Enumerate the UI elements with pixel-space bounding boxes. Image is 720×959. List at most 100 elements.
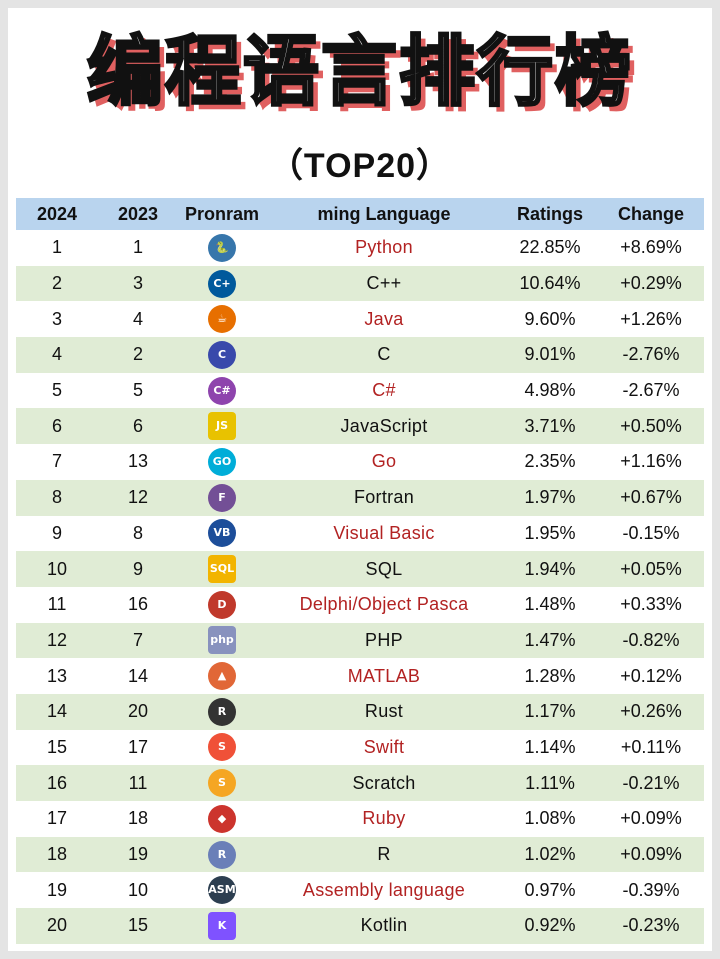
table-row: 1 1 🐍 Python 22.85% +8.69% bbox=[16, 230, 704, 266]
assembly-icon: ASM bbox=[208, 876, 236, 905]
language-icon-cell: ☕ bbox=[178, 301, 266, 337]
rank-2024: 5 bbox=[51, 380, 62, 401]
ranking-table: 2024 2023 Pronram ming Language Ratings … bbox=[16, 198, 704, 944]
table-row: 9 8 VB Visual Basic 1.95% -0.15% bbox=[16, 515, 704, 552]
rank-2023: 2 bbox=[132, 344, 143, 365]
rank-2023: 15 bbox=[127, 915, 149, 936]
rank-2024: 12 bbox=[46, 629, 68, 650]
rank-2024: 4 bbox=[51, 344, 62, 365]
language-icon-cell: C# bbox=[178, 373, 266, 409]
language-name: Visual Basic bbox=[333, 522, 435, 543]
language-icon-cell: SQL bbox=[178, 551, 266, 587]
language-icon-cell: S bbox=[178, 765, 266, 801]
change-value: +1.26% bbox=[620, 308, 682, 329]
rank-2024: 16 bbox=[46, 772, 68, 793]
table-row: 11 16 D Delphi/Object Pasca 1.48% +0.33% bbox=[16, 586, 704, 623]
rating-value: 1.97% bbox=[524, 487, 576, 508]
language-name: Fortran bbox=[353, 487, 415, 508]
rank-2023: 6 bbox=[132, 415, 143, 436]
header-change: Change bbox=[617, 203, 684, 224]
language-name: Delphi/Object Pasca bbox=[299, 594, 469, 615]
header-ratings: Ratings bbox=[516, 203, 583, 224]
table-row: 13 14 ▲ MATLAB 1.28% +0.12% bbox=[16, 658, 704, 694]
rank-2024: 18 bbox=[46, 844, 68, 865]
language-name: Java bbox=[364, 308, 404, 329]
rank-2023: 17 bbox=[127, 736, 149, 757]
rating-value: 0.92% bbox=[524, 915, 576, 936]
language-name: Go bbox=[371, 451, 397, 472]
language-icon-cell: ◆ bbox=[178, 801, 266, 837]
kotlin-icon: K bbox=[208, 911, 236, 940]
table-row: 10 9 SQL SQL 1.94% +0.05% bbox=[16, 551, 704, 587]
rank-2023: 18 bbox=[127, 808, 149, 829]
rating-value: 22.85% bbox=[519, 237, 581, 258]
language-name: C# bbox=[372, 380, 396, 401]
table-row: 20 15 K Kotlin 0.92% -0.23% bbox=[16, 908, 704, 944]
rating-value: 9.01% bbox=[524, 344, 576, 365]
cpp-icon: C+ bbox=[208, 269, 236, 298]
rank-2023: 9 bbox=[132, 558, 143, 579]
language-name: Python bbox=[355, 237, 413, 258]
language-name: MATLAB bbox=[347, 665, 421, 686]
change-value: +0.67% bbox=[620, 487, 682, 508]
language-icon-cell: K bbox=[178, 908, 266, 944]
header-2023: 2023 bbox=[117, 203, 159, 224]
rating-value: 1.08% bbox=[524, 808, 576, 829]
delphi-icon: D bbox=[208, 590, 236, 619]
language-name: SQL bbox=[365, 558, 403, 579]
language-icon-cell: php bbox=[178, 623, 266, 659]
language-icon-cell: C bbox=[178, 337, 266, 373]
swift-icon: S bbox=[208, 733, 236, 762]
language-icon-cell: GO bbox=[178, 444, 266, 480]
language-icon-cell: VB bbox=[178, 516, 266, 552]
fortran-icon: F bbox=[208, 483, 236, 512]
table-row: 19 10 ASM Assembly language 0.97% -0.39% bbox=[16, 872, 704, 909]
language-icon-cell: ASM bbox=[178, 872, 266, 908]
table-row: 8 12 F Fortran 1.97% +0.67% bbox=[16, 479, 704, 516]
header-2024: 2024 bbox=[36, 203, 78, 224]
visual-basic-icon: VB bbox=[208, 519, 236, 548]
change-value: -0.23% bbox=[622, 915, 680, 936]
language-name: R bbox=[377, 844, 391, 865]
rank-2024: 13 bbox=[46, 665, 68, 686]
rank-2024: 20 bbox=[46, 915, 68, 936]
language-icon-cell: C+ bbox=[178, 266, 266, 302]
sql-icon: SQL bbox=[208, 555, 236, 584]
table-row: 3 4 ☕ Java 9.60% +1.26% bbox=[16, 301, 704, 338]
language-name: Scratch bbox=[352, 772, 416, 793]
language-icon-cell: R bbox=[178, 837, 266, 873]
change-value: +0.09% bbox=[620, 844, 682, 865]
rating-value: 3.71% bbox=[524, 415, 576, 436]
table-row: 6 6 JS JavaScript 3.71% +0.50% bbox=[16, 408, 704, 445]
table-row: 2 3 C+ C++ 10.64% +0.29% bbox=[16, 265, 704, 302]
language-name: Swift bbox=[363, 736, 405, 757]
java-icon: ☕ bbox=[208, 305, 236, 334]
rank-2024: 1 bbox=[51, 237, 62, 258]
python-icon: 🐍 bbox=[208, 233, 236, 262]
rank-2023: 12 bbox=[127, 487, 149, 508]
rating-value: 2.35% bbox=[524, 451, 576, 472]
matlab-icon: ▲ bbox=[208, 662, 236, 691]
change-value: -0.15% bbox=[622, 522, 680, 543]
rank-2024: 10 bbox=[46, 558, 68, 579]
rank-2023: 20 bbox=[127, 701, 149, 722]
change-value: +0.29% bbox=[620, 273, 682, 294]
change-value: +0.12% bbox=[620, 665, 682, 686]
page-title: 编程语言排行榜 bbox=[86, 26, 633, 118]
language-icon-cell: JS bbox=[178, 408, 266, 444]
page-subtitle: （TOP20） bbox=[268, 147, 452, 185]
table-row: 4 2 C C 9.01% -2.76% bbox=[16, 337, 704, 373]
rank-2024: 9 bbox=[51, 522, 62, 543]
rank-2023: 4 bbox=[132, 308, 143, 329]
rank-2024: 7 bbox=[51, 451, 62, 472]
rank-2024: 2 bbox=[51, 273, 62, 294]
language-icon-cell: ▲ bbox=[178, 658, 266, 694]
language-name: C++ bbox=[366, 273, 402, 294]
language-icon-cell: 🐍 bbox=[178, 230, 266, 266]
rank-2024: 15 bbox=[46, 736, 68, 757]
change-value: +0.50% bbox=[620, 415, 682, 436]
table-row: 15 17 S Swift 1.14% +0.11% bbox=[16, 729, 704, 766]
rating-value: 9.60% bbox=[524, 308, 576, 329]
change-value: +0.11% bbox=[620, 736, 682, 757]
rating-value: 1.17% bbox=[524, 701, 576, 722]
